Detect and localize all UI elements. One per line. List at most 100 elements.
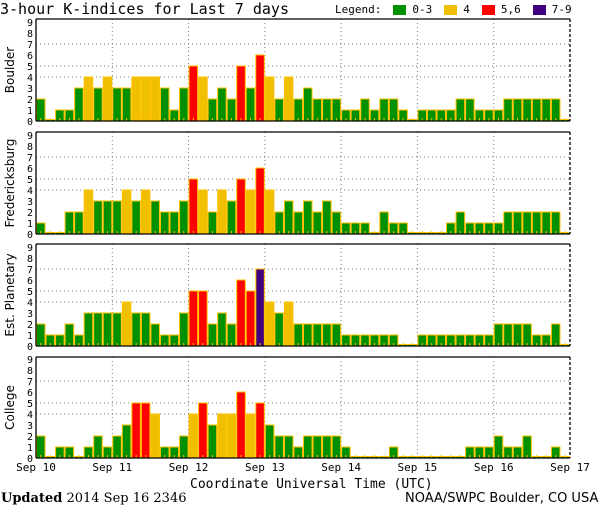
- legend-label: Legend:: [335, 3, 382, 16]
- bar-tick: [307, 231, 309, 234]
- bar-tick: [68, 231, 70, 234]
- bar: [264, 189, 275, 235]
- bar-tick: [307, 455, 309, 458]
- bar-tick: [555, 231, 557, 234]
- bar-tick: [59, 455, 61, 458]
- bar-tick: [316, 455, 318, 458]
- bar-tick: [173, 343, 175, 346]
- bar-tick: [259, 231, 261, 234]
- y-tick-label: 3: [27, 84, 33, 95]
- bar: [112, 312, 122, 347]
- bar-tick: [192, 343, 194, 346]
- y-tick-label: 7: [27, 265, 33, 276]
- y-tick-label: 3: [27, 197, 33, 208]
- legend: Legend: 0-3 4 5,6 7-9: [335, 3, 572, 16]
- bar: [550, 211, 561, 235]
- bar-tick: [183, 455, 185, 458]
- bar-tick: [107, 455, 109, 458]
- bar: [83, 312, 94, 347]
- bar: [503, 211, 513, 235]
- bar-tick: [507, 343, 509, 346]
- y-tick-label: 7: [27, 40, 33, 51]
- bar: [121, 424, 132, 459]
- bar-tick: [126, 231, 128, 234]
- bar: [121, 189, 132, 235]
- bar: [512, 323, 523, 347]
- bar-tick: [49, 455, 51, 458]
- bar-tick: [517, 118, 519, 121]
- bar-tick: [354, 118, 356, 121]
- bar: [360, 98, 370, 122]
- bar-tick: [374, 343, 376, 346]
- bar-tick: [221, 343, 223, 346]
- x-tick-label: Sep 14: [321, 461, 361, 474]
- bar-tick: [259, 455, 261, 458]
- legend-item-4: 4: [463, 3, 470, 16]
- bar: [264, 424, 275, 459]
- bar: [179, 200, 189, 235]
- bar: [455, 98, 466, 122]
- bar-tick: [450, 455, 452, 458]
- bar: [226, 413, 237, 459]
- bar: [226, 323, 237, 347]
- bar-tick: [278, 118, 280, 121]
- bar: [112, 87, 122, 122]
- bar: [312, 323, 323, 347]
- bar-tick: [440, 231, 442, 234]
- bar: [312, 435, 323, 459]
- updated-timestamp: Updated 2014 Sep 16 2346: [1, 491, 186, 506]
- bar-tick: [269, 343, 271, 346]
- bar-tick: [87, 118, 89, 121]
- bar-tick: [126, 343, 128, 346]
- y-tick-label: 1: [27, 219, 33, 230]
- bar-tick: [49, 118, 51, 121]
- bar-tick: [192, 118, 194, 121]
- bar-tick: [335, 343, 337, 346]
- bar: [531, 98, 542, 122]
- bar-tick: [297, 343, 299, 346]
- bar-tick: [278, 343, 280, 346]
- bar-tick: [87, 231, 89, 234]
- bar-tick: [202, 231, 204, 234]
- legend-swatch-4: [444, 4, 458, 15]
- bar-tick: [240, 343, 242, 346]
- y-tick-label: 3: [27, 421, 33, 432]
- y-tick-label: 5: [27, 287, 33, 298]
- bar-tick: [555, 343, 557, 346]
- y-tick-label: 9: [27, 243, 33, 254]
- bar: [150, 413, 160, 459]
- bar: [207, 323, 218, 347]
- bar: [64, 211, 75, 235]
- bar-tick: [497, 343, 499, 346]
- bar-tick: [107, 343, 109, 346]
- bar: [188, 178, 199, 235]
- bar-tick: [459, 455, 461, 458]
- series-label: Est. Planetary: [3, 253, 17, 336]
- bar-tick: [211, 118, 213, 121]
- bar-tick: [230, 231, 232, 234]
- bar-tick: [431, 343, 433, 346]
- bar: [64, 323, 75, 347]
- bar: [245, 87, 256, 122]
- bar: [140, 189, 151, 235]
- bar-tick: [507, 455, 509, 458]
- bar: [140, 76, 151, 122]
- bar-tick: [49, 231, 51, 234]
- y-tick-label: 1: [27, 106, 33, 117]
- bar-tick: [211, 231, 213, 234]
- bar-tick: [154, 455, 156, 458]
- bar-tick: [145, 455, 147, 458]
- bar-tick: [526, 455, 528, 458]
- legend-item-7-9: 7-9: [551, 3, 572, 16]
- bar-tick: [221, 231, 223, 234]
- bar: [322, 200, 332, 235]
- bar: [293, 323, 304, 347]
- bar-tick: [316, 118, 318, 121]
- y-tick-label: 5: [27, 399, 33, 410]
- bar: [312, 98, 323, 122]
- y-tick-label: 4: [27, 186, 33, 197]
- bar-tick: [250, 343, 252, 346]
- x-tick-label: Sep 12: [169, 461, 209, 474]
- bar-tick: [240, 118, 242, 121]
